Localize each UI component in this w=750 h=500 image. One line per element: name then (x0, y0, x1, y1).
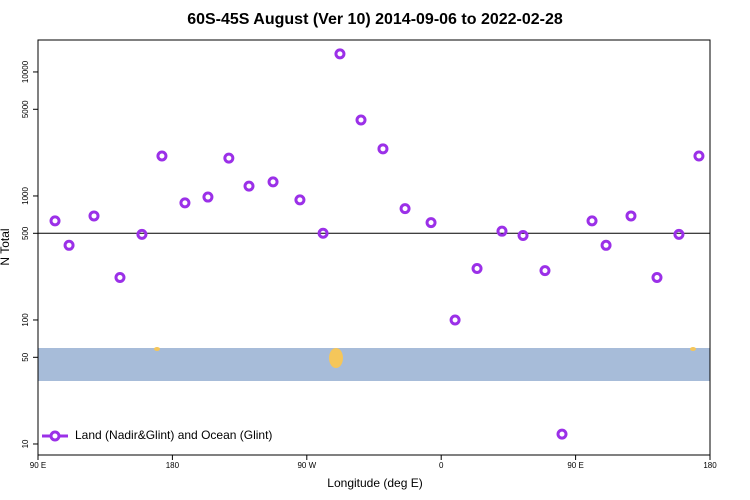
legend-marker (49, 430, 61, 442)
point (496, 225, 508, 237)
x-tick-label: 180 (166, 461, 180, 470)
point (377, 143, 389, 155)
y-tick-label: 1000 (21, 187, 30, 205)
point (556, 428, 568, 440)
point (399, 203, 411, 215)
land-patch (329, 348, 343, 368)
point (317, 227, 329, 239)
ocean-band (38, 348, 710, 381)
point (156, 150, 168, 162)
point (673, 228, 685, 240)
x-tick-label: 0 (439, 461, 444, 470)
y-tick-label: 500 (21, 226, 30, 240)
point (517, 229, 529, 241)
land-patch (154, 347, 160, 351)
y-tick-label: 10 (21, 439, 30, 448)
point (223, 152, 235, 164)
point (651, 272, 663, 284)
y-tick-label: 100 (21, 313, 30, 327)
point (586, 215, 598, 227)
point (294, 194, 306, 206)
y-tick-label: 10000 (21, 60, 30, 83)
point (243, 180, 255, 192)
plot-frame (37, 39, 711, 456)
x-tick-label: 90 E (567, 461, 583, 470)
point (355, 114, 367, 126)
point (425, 217, 437, 229)
legend-label: Land (Nadir&Glint) and Ocean (Glint) (75, 428, 272, 442)
point (88, 210, 100, 222)
land-patch (690, 347, 696, 351)
point (49, 215, 61, 227)
point (334, 48, 346, 60)
x-axis-label: Longitude (deg E) (327, 476, 422, 490)
y-tick-label: 50 (21, 352, 30, 361)
point (449, 314, 461, 326)
y-axis-label: N Total (0, 228, 12, 265)
y-tick-label: 5000 (21, 100, 30, 118)
point (136, 228, 148, 240)
x-tick-label: 90 E (30, 461, 46, 470)
x-tick-label: 180 (703, 461, 717, 470)
point (539, 265, 551, 277)
point (202, 191, 214, 203)
x-tick-label: 90 W (297, 461, 316, 470)
point (114, 272, 126, 284)
point (179, 197, 191, 209)
point (600, 239, 612, 251)
point (625, 210, 637, 222)
point (471, 263, 483, 275)
point (267, 176, 279, 188)
chart-title: 60S-45S August (Ver 10) 2014-09-06 to 20… (187, 11, 563, 28)
point (63, 239, 75, 251)
point (693, 150, 705, 162)
